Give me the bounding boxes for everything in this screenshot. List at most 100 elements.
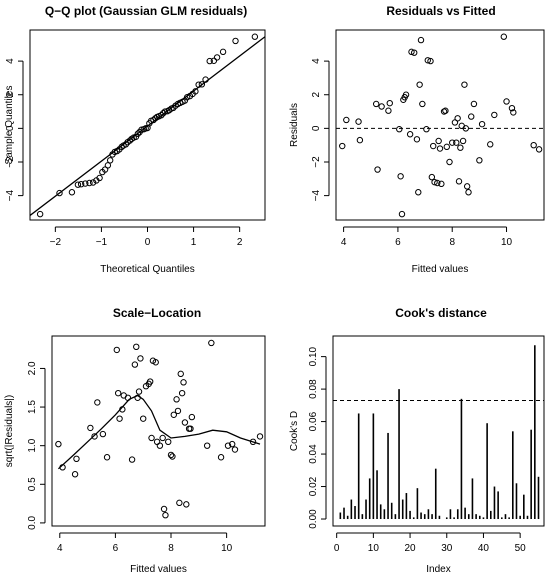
data-point: [208, 339, 215, 347]
y-tick-label: 2.0: [27, 361, 38, 375]
y-tick-label: 0.04: [308, 444, 319, 464]
data-point: [424, 57, 431, 64]
data-point: [137, 355, 144, 362]
data-point: [55, 440, 62, 448]
x-axis-label: Theoretical Quantiles: [100, 264, 195, 275]
x-tick-label: 50: [515, 543, 527, 554]
data-point: [104, 162, 112, 169]
data-point: [148, 434, 155, 442]
data-point: [119, 406, 126, 413]
data-point: [406, 131, 414, 138]
data-point: [128, 456, 136, 463]
data-point: [94, 399, 101, 406]
data-point: [454, 115, 461, 122]
data-point: [195, 81, 202, 88]
x-tick-label: 10: [501, 237, 513, 248]
data-point: [99, 430, 107, 438]
x-tick-label: 1: [191, 237, 197, 248]
x-tick-label: 30: [441, 543, 453, 554]
data-point: [470, 100, 478, 108]
y-tick-label: 0.10: [308, 346, 319, 366]
plot-frame: [332, 335, 545, 527]
y-tick-label: 2: [5, 92, 16, 98]
data-point: [355, 118, 362, 125]
x-tick-label: 0: [145, 237, 151, 248]
data-point: [87, 424, 94, 432]
data-point: [256, 433, 264, 440]
x-tick-label: 2: [237, 237, 243, 248]
data-point: [82, 180, 89, 187]
x-tick-label: 8: [168, 543, 174, 554]
data-point: [423, 126, 430, 133]
y-axis-label: Sample Quantiles: [4, 86, 15, 165]
data-point: [146, 378, 154, 385]
data-point: [339, 142, 346, 150]
x-axis-label: Fitted values: [412, 264, 469, 275]
data-point: [210, 57, 218, 64]
data-point: [161, 108, 169, 115]
data-point: [378, 103, 385, 110]
data-point: [503, 98, 510, 105]
data-point: [385, 107, 392, 114]
y-tick-label: 0.02: [308, 476, 319, 496]
plot-frame: [29, 29, 266, 221]
data-point: [135, 388, 143, 395]
data-point: [217, 454, 225, 461]
x-tick-label: 0: [334, 543, 340, 554]
y-axis: −4 −2 0 2 4: [5, 58, 24, 201]
data-point: [77, 180, 85, 188]
data-point: [96, 174, 103, 182]
plot-area: [55, 339, 264, 519]
data-point: [159, 434, 166, 442]
data-point: [434, 179, 441, 187]
data-point: [56, 189, 63, 197]
data-point: [140, 415, 147, 422]
data-point: [133, 343, 140, 351]
y-tick-label: 0.00: [308, 509, 319, 529]
data-point: [442, 107, 449, 114]
data-point: [465, 189, 472, 196]
data-point: [68, 189, 76, 196]
data-point: [174, 407, 182, 415]
data-point: [408, 48, 415, 56]
x-axis: 0 10 20 30 40 50: [334, 532, 527, 554]
y-axis-label: sqrt(|Residuals|): [4, 395, 15, 467]
data-point: [91, 433, 98, 440]
x-tick-label: 4: [341, 237, 347, 248]
data-point: [178, 389, 186, 397]
x-axis: 4 6 8 10: [341, 226, 513, 248]
data-point: [386, 99, 393, 107]
data-point: [198, 81, 206, 88]
data-point: [181, 419, 189, 426]
data-point: [170, 411, 177, 418]
data-point: [152, 359, 159, 366]
data-point: [436, 145, 444, 152]
x-axis: −2 −1 0 1 2: [50, 226, 243, 248]
y-tick-label: 0.06: [308, 411, 319, 431]
data-point: [228, 440, 236, 448]
data-point: [396, 126, 403, 133]
data-point: [397, 173, 404, 180]
y-tick-label: −4: [5, 189, 16, 201]
x-tick-label: 8: [449, 237, 455, 248]
y-axis: 0.0 0.5 1.0 1.5 2.0: [27, 361, 46, 530]
data-point: [416, 81, 423, 88]
data-point: [510, 109, 517, 116]
x-tick-label: 20: [404, 543, 416, 554]
data-point: [162, 511, 169, 519]
data-point: [428, 173, 436, 181]
data-point: [152, 115, 159, 122]
data-point: [131, 361, 139, 368]
data-point: [206, 57, 213, 65]
data-point: [167, 451, 175, 459]
x-axis: 4 6 8 10: [57, 532, 233, 554]
data-point: [476, 157, 483, 164]
data-point: [491, 111, 498, 119]
plot-area: [336, 33, 544, 218]
x-tick-label: 6: [113, 543, 119, 554]
y-tick-label: 0: [311, 125, 322, 131]
plot-area: [30, 33, 265, 218]
data-point: [427, 57, 434, 65]
y-tick-label: 4: [311, 58, 322, 64]
